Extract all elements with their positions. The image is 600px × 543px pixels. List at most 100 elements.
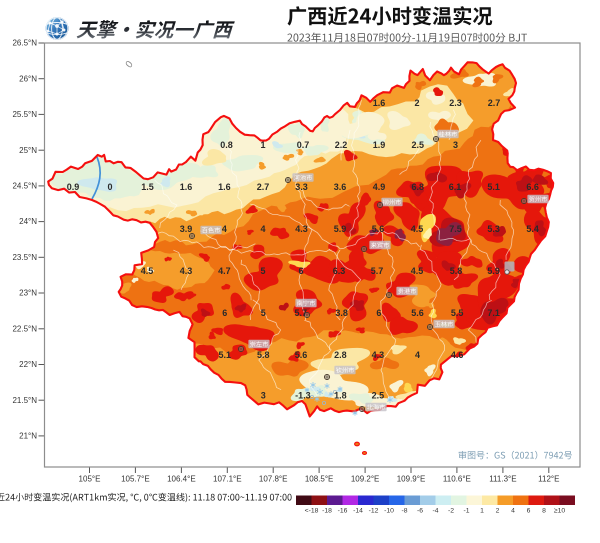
svg-text:-1.3: -1.3	[295, 390, 311, 400]
svg-text:112°E: 112°E	[538, 475, 559, 484]
svg-text:24.5°N: 24.5°N	[12, 182, 37, 191]
svg-text:106.4°E: 106.4°E	[167, 475, 196, 484]
svg-text:5.8: 5.8	[257, 350, 270, 360]
svg-text:4: 4	[511, 508, 515, 515]
svg-text:4.5: 4.5	[411, 224, 424, 234]
svg-text:-18: -18	[322, 508, 332, 515]
svg-text:26°N: 26°N	[19, 74, 37, 83]
svg-text:2.7: 2.7	[488, 98, 501, 108]
svg-text:0.7: 0.7	[297, 140, 310, 150]
svg-text:6.1: 6.1	[449, 182, 462, 192]
svg-text:5.6: 5.6	[411, 308, 424, 318]
svg-text:105.7°E: 105.7°E	[121, 475, 150, 484]
svg-text:4.3: 4.3	[372, 350, 385, 360]
svg-text:4.9: 4.9	[373, 182, 386, 192]
svg-text:110.6°E: 110.6°E	[443, 475, 471, 484]
svg-text:5.6: 5.6	[372, 224, 385, 234]
svg-text:2.5: 2.5	[412, 140, 425, 150]
svg-text:-16: -16	[338, 508, 348, 515]
svg-text:-10: -10	[384, 508, 394, 515]
svg-text:1.6: 1.6	[180, 182, 193, 192]
svg-text:3.6: 3.6	[334, 182, 347, 192]
svg-text:2: 2	[496, 508, 500, 515]
svg-text:1: 1	[260, 140, 265, 150]
svg-text:-6: -6	[417, 508, 423, 515]
svg-text:5.7: 5.7	[371, 266, 384, 276]
svg-text:-1: -1	[463, 508, 469, 515]
svg-text:2.7: 2.7	[257, 182, 270, 192]
svg-text:6: 6	[222, 308, 227, 318]
svg-text:2.5: 2.5	[372, 390, 385, 400]
svg-text:24°N: 24°N	[19, 217, 37, 226]
svg-text:2.2: 2.2	[335, 140, 348, 150]
svg-text:5: 5	[260, 266, 265, 276]
svg-text:-2: -2	[448, 508, 454, 515]
svg-text:6.3: 6.3	[333, 266, 346, 276]
svg-text:1.6: 1.6	[218, 182, 231, 192]
svg-text:5.6: 5.6	[295, 350, 308, 360]
svg-text:3.9: 3.9	[180, 224, 193, 234]
svg-text:111.3°E: 111.3°E	[489, 475, 516, 484]
svg-text:5.1: 5.1	[487, 182, 500, 192]
svg-text:4.3: 4.3	[295, 224, 308, 234]
svg-text:2.8: 2.8	[334, 350, 347, 360]
svg-text:5.9: 5.9	[334, 224, 347, 234]
svg-text:22°N: 22°N	[19, 360, 37, 369]
svg-text:5: 5	[261, 308, 266, 318]
svg-text:5.9: 5.9	[487, 266, 500, 276]
svg-text:4: 4	[260, 224, 265, 234]
svg-text:7.5: 7.5	[449, 224, 462, 234]
svg-text:5.5: 5.5	[451, 308, 464, 318]
svg-text:0: 0	[124, 59, 137, 69]
svg-text:4.3: 4.3	[180, 266, 193, 276]
svg-text:5.7: 5.7	[295, 308, 308, 318]
svg-text:105°E: 105°E	[79, 475, 101, 484]
svg-text:2.3: 2.3	[449, 98, 462, 108]
svg-text:4.7: 4.7	[218, 266, 231, 276]
svg-text:3.8: 3.8	[335, 308, 348, 318]
svg-text:≥10: ≥10	[554, 508, 566, 515]
svg-text:-14: -14	[353, 508, 363, 515]
svg-text:1.6: 1.6	[373, 98, 386, 108]
svg-text:<-18: <-18	[305, 508, 319, 515]
svg-text:0.8: 0.8	[220, 140, 233, 150]
svg-text:4.5: 4.5	[141, 266, 154, 276]
svg-text:4: 4	[222, 224, 227, 234]
svg-text:21.5°N: 21.5°N	[12, 396, 37, 405]
svg-text:1.9: 1.9	[373, 140, 386, 150]
svg-text:8: 8	[542, 508, 546, 515]
svg-text:6: 6	[298, 266, 303, 276]
svg-text:0.9: 0.9	[67, 182, 80, 192]
svg-text:6: 6	[527, 508, 531, 515]
svg-text:6.6: 6.6	[526, 182, 539, 192]
svg-text:5.1: 5.1	[218, 350, 231, 360]
svg-text:108.5°E: 108.5°E	[305, 475, 334, 484]
svg-text:23.5°N: 23.5°N	[12, 253, 37, 262]
svg-text:0: 0	[107, 182, 112, 192]
svg-text:1.5: 1.5	[141, 182, 154, 192]
svg-text:6.8: 6.8	[412, 182, 425, 192]
svg-text:107.1°E: 107.1°E	[213, 475, 242, 484]
svg-text:4.6: 4.6	[451, 350, 464, 360]
svg-text:1: 1	[480, 508, 484, 515]
svg-text:21°N: 21°N	[19, 432, 37, 441]
svg-text:23°N: 23°N	[19, 289, 37, 298]
svg-text:5.3: 5.3	[487, 224, 500, 234]
svg-text:5.8: 5.8	[450, 266, 463, 276]
svg-text:7.1: 7.1	[487, 308, 500, 318]
svg-text:107.8°E: 107.8°E	[259, 475, 288, 484]
svg-text:109.9°E: 109.9°E	[397, 475, 426, 484]
svg-text:6: 6	[376, 308, 381, 318]
svg-text:4.5: 4.5	[411, 266, 424, 276]
svg-text:109.2°E: 109.2°E	[351, 475, 380, 484]
svg-text:1.8: 1.8	[334, 390, 347, 400]
svg-text:3: 3	[453, 140, 458, 150]
svg-text:3.3: 3.3	[295, 182, 308, 192]
svg-text:-8: -8	[401, 508, 407, 515]
svg-text:26.5°N: 26.5°N	[12, 39, 37, 48]
svg-text:22.5°N: 22.5°N	[12, 324, 37, 333]
svg-text:-4: -4	[432, 508, 438, 515]
svg-text:3: 3	[261, 390, 266, 400]
svg-text:-12: -12	[369, 508, 379, 515]
svg-text:4: 4	[415, 350, 420, 360]
